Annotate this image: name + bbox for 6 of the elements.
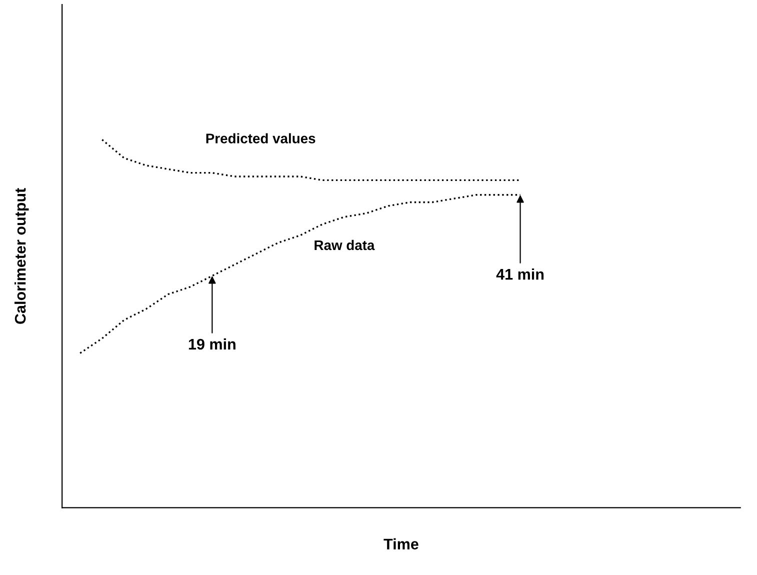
annotation: 19 min [188, 338, 236, 350]
y-axis-title: Calorimeter output [14, 188, 29, 324]
x-axis-title: Time [384, 538, 418, 550]
text: Predicted values [206, 133, 316, 144]
annotation: 41 min [496, 268, 544, 280]
series-label: Raw data [314, 240, 375, 250]
